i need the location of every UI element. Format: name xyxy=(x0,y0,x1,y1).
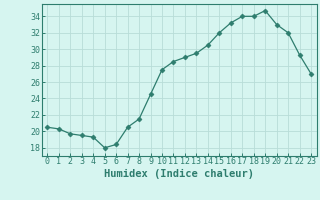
X-axis label: Humidex (Indice chaleur): Humidex (Indice chaleur) xyxy=(104,169,254,179)
